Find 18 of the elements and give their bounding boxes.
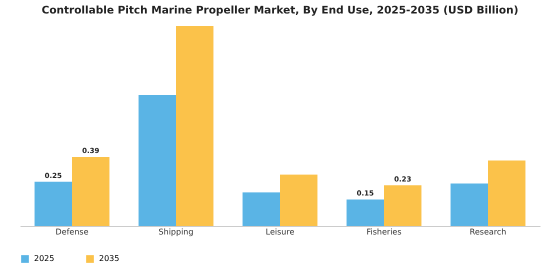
bar bbox=[450, 184, 488, 226]
bar bbox=[488, 160, 526, 226]
chart-title: Controllable Pitch Marine Propeller Market, By End Use, 2025-2035 (USD Billion) bbox=[42, 4, 518, 16]
bar bbox=[72, 156, 110, 226]
legend-label: 2035 bbox=[99, 254, 120, 263]
bar bbox=[138, 95, 176, 226]
bar bbox=[280, 174, 318, 226]
bar bbox=[384, 185, 422, 226]
bar bbox=[176, 26, 214, 226]
x-tick-label: Leisure bbox=[266, 228, 294, 236]
bar bbox=[346, 199, 384, 226]
x-tick-label: Defense bbox=[56, 228, 89, 236]
bar bbox=[34, 182, 72, 226]
x-tick-label: Shipping bbox=[158, 228, 194, 236]
bar bbox=[242, 192, 280, 226]
x-tick-label: Fisheries bbox=[366, 228, 402, 236]
legend-label: 2025 bbox=[34, 254, 54, 263]
x-tick-label: Research bbox=[470, 228, 506, 236]
